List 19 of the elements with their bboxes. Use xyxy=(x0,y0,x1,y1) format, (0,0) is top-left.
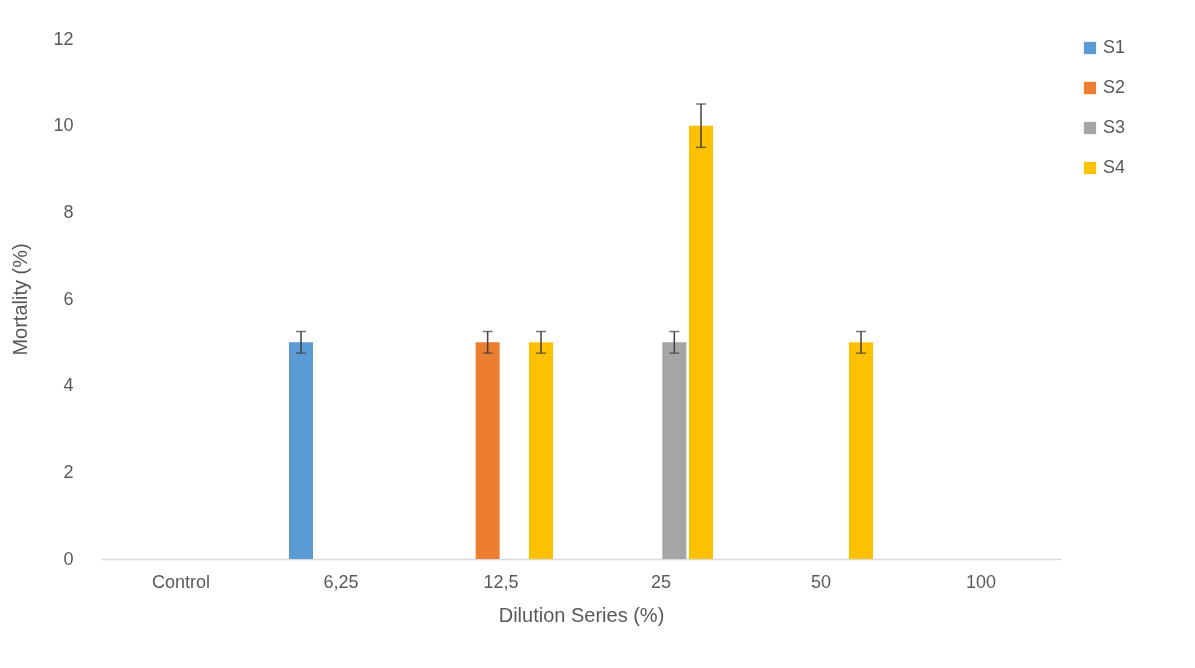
y-tick-label: 12 xyxy=(53,28,74,49)
y-tick-label: 8 xyxy=(63,201,74,222)
x-tick-label: Control xyxy=(151,571,211,592)
y-tick-label: 10 xyxy=(53,115,74,136)
x-tick-label: 6,25 xyxy=(323,571,359,592)
x-tick-label: 100 xyxy=(965,571,997,592)
y-axis-title: Mortality (%) xyxy=(9,243,32,356)
x-tick-label: 25 xyxy=(650,571,672,592)
y-tick-label: 4 xyxy=(63,375,74,396)
y-tick-label: 6 xyxy=(63,288,74,309)
x-tick-label: 12,5 xyxy=(483,571,519,592)
y-tick-label: 0 xyxy=(63,548,74,569)
legend-label: S4 xyxy=(1103,157,1126,177)
y-tick-label: 2 xyxy=(63,461,74,482)
legend-label: S3 xyxy=(1103,117,1126,137)
legend-label: S1 xyxy=(1103,37,1126,57)
x-tick-label: 50 xyxy=(810,571,832,592)
legend-label: S2 xyxy=(1103,77,1126,97)
x-axis-title: Dilution Series (%) xyxy=(498,603,665,626)
